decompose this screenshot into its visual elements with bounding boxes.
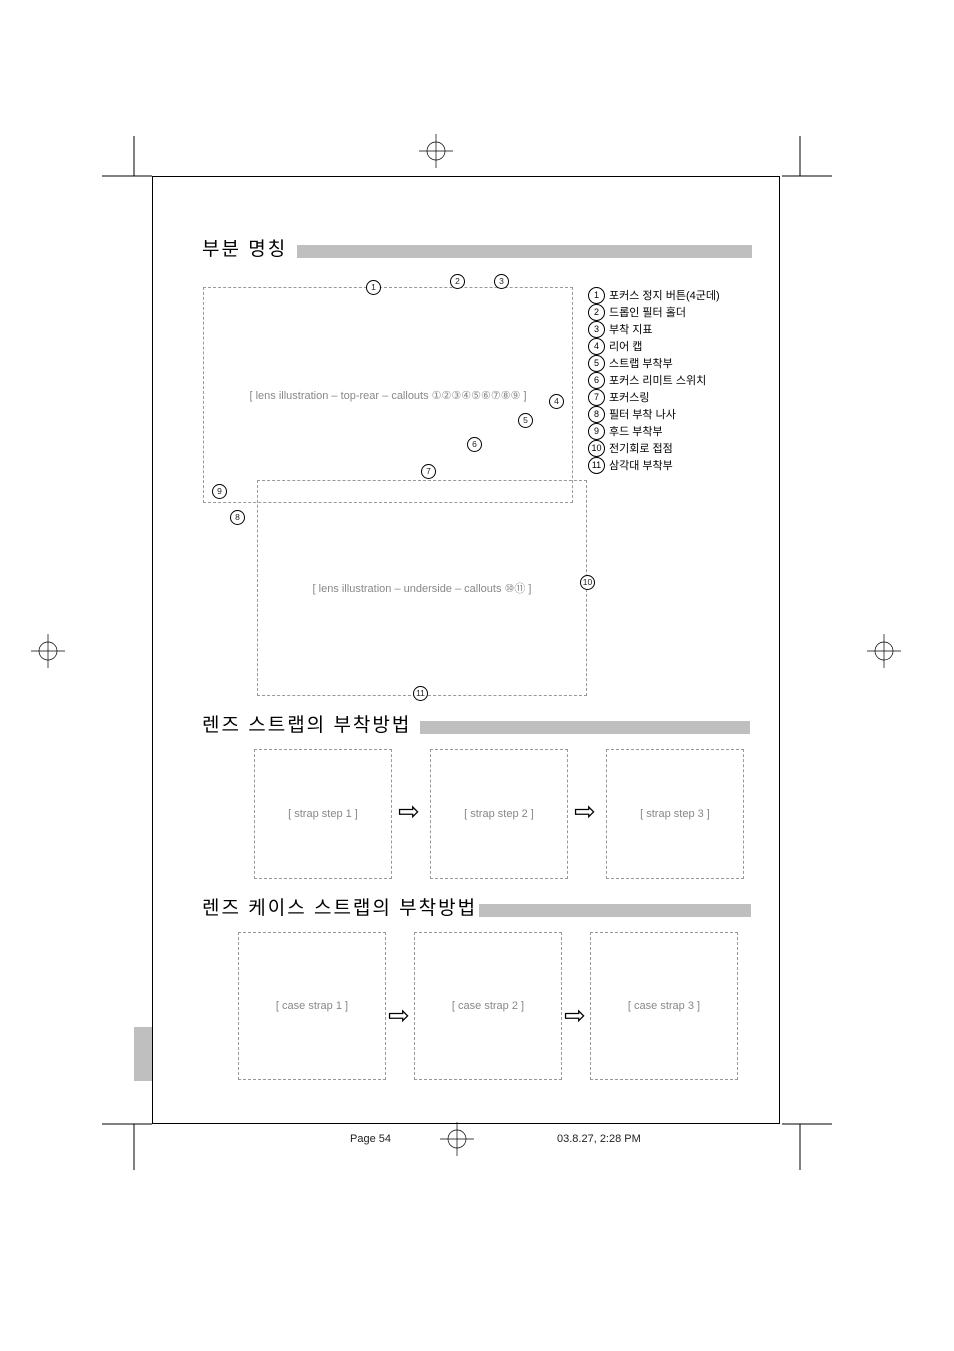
reg-mark-right	[867, 634, 901, 668]
part-label: 부착 지표	[609, 324, 653, 336]
part-item: 5스트랩 부착부	[588, 355, 720, 372]
part-label: 드롭인 필터 홀더	[609, 307, 686, 319]
diagram-lens-bottom: [ lens illustration – underside – callou…	[257, 480, 587, 696]
part-label: 리어 캡	[609, 341, 642, 353]
part-item: 8필터 부착 나사	[588, 406, 720, 423]
part-item: 10전기회로 접점	[588, 440, 720, 457]
crop-mark-br	[782, 1090, 862, 1170]
part-label: 포커스 정지 버튼(4군데)	[609, 290, 720, 302]
arrow-icon: ⇨	[574, 796, 596, 827]
part-item: 6포커스 리미트 스위치	[588, 372, 720, 389]
callout-7: 7	[421, 464, 436, 479]
callout-9: 9	[212, 484, 227, 499]
reg-mark-top	[419, 134, 453, 168]
part-item: 9후드 부착부	[588, 423, 720, 440]
callout-11: 11	[413, 686, 428, 701]
reg-mark-left	[31, 634, 65, 668]
callout-2: 2	[450, 274, 465, 289]
reg-mark-bottom	[440, 1122, 474, 1156]
diagram-lens-strap-1: [ strap step 1 ]	[254, 749, 392, 879]
part-item: 1포커스 정지 버튼(4군데)	[588, 287, 720, 304]
crop-mark-tl	[72, 136, 152, 216]
part-label: 포커스링	[609, 392, 649, 404]
crop-mark-tr	[782, 136, 862, 216]
part-label: 포커스 리미트 스위치	[609, 375, 706, 387]
section-bar-parts	[297, 245, 752, 258]
diagram-lens-strap-2: [ strap step 2 ]	[430, 749, 568, 879]
section-title-lens-strap: 렌즈 스트랩의 부착방법	[202, 716, 411, 735]
diagram-case-strap-1: [ case strap 1 ]	[238, 932, 386, 1080]
footer-page: Page 54	[350, 1133, 391, 1145]
part-label: 후드 부착부	[609, 426, 663, 438]
diagram-case-strap-3: [ case strap 3 ]	[590, 932, 738, 1080]
section-bar-case-strap	[479, 904, 751, 917]
part-item: 3부착 지표	[588, 321, 720, 338]
footer-timestamp: 03.8.27, 2:28 PM	[557, 1133, 641, 1145]
part-label: 삼각대 부착부	[609, 460, 673, 472]
part-label: 전기회로 접점	[609, 443, 673, 455]
page-thumb-tab	[134, 1027, 152, 1081]
crop-mark-bl	[72, 1090, 152, 1170]
callout-6: 6	[467, 437, 482, 452]
part-item: 11삼각대 부착부	[588, 457, 720, 474]
part-item: 2드롭인 필터 홀더	[588, 304, 720, 321]
parts-list: 1포커스 정지 버튼(4군데) 2드롭인 필터 홀더 3부착 지표 4리어 캡 …	[588, 287, 720, 474]
section-bar-lens-strap	[420, 721, 750, 734]
diagram-lens-top: [ lens illustration – top-rear – callout…	[203, 287, 573, 503]
arrow-icon: ⇨	[398, 796, 420, 827]
section-title-parts: 부분 명칭	[202, 240, 287, 259]
manual-scan-page: 부분 명칭 [ lens illustration – top-rear – c…	[0, 0, 954, 1351]
section-title-case-strap: 렌즈 케이스 스트랩의 부착방법	[202, 899, 477, 918]
part-item: 4리어 캡	[588, 338, 720, 355]
callout-1: 1	[366, 280, 381, 295]
callout-4: 4	[549, 394, 564, 409]
diagram-case-strap-2: [ case strap 2 ]	[414, 932, 562, 1080]
arrow-icon: ⇨	[388, 1000, 410, 1031]
part-label: 필터 부착 나사	[609, 409, 676, 421]
arrow-icon: ⇨	[564, 1000, 586, 1031]
callout-5: 5	[518, 413, 533, 428]
callout-3: 3	[494, 274, 509, 289]
callout-10: 10	[580, 575, 595, 590]
part-label: 스트랩 부착부	[609, 358, 673, 370]
part-item: 7포커스링	[588, 389, 720, 406]
diagram-lens-strap-3: [ strap step 3 ]	[606, 749, 744, 879]
callout-8: 8	[230, 510, 245, 525]
